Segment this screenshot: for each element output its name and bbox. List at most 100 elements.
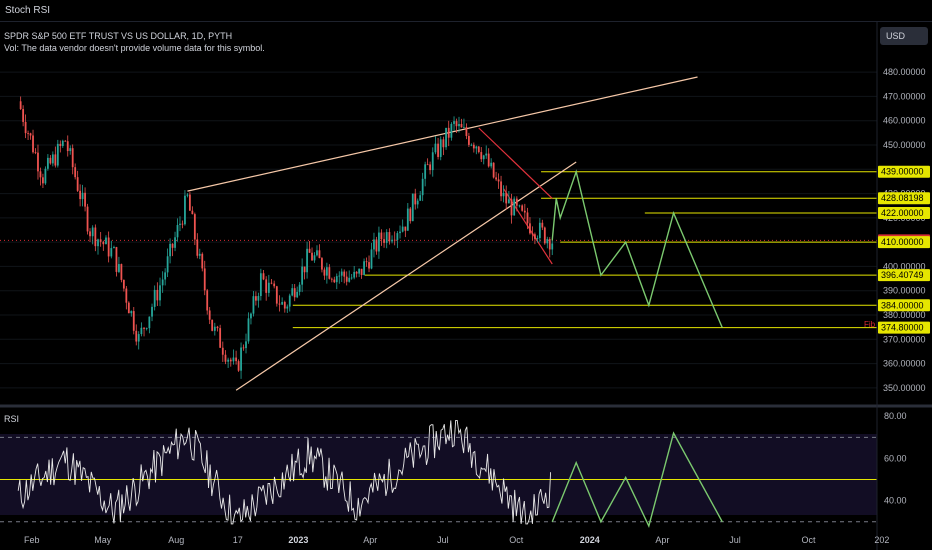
- candle-body: [497, 179, 500, 182]
- candle-body: [531, 233, 534, 235]
- volume-note: Vol: The data vendor doesn't provide vol…: [4, 43, 265, 53]
- candle-body: [546, 239, 549, 244]
- candle-body: [323, 269, 326, 276]
- currency-button[interactable]: USD: [880, 27, 928, 45]
- price-level-tag: [878, 207, 930, 219]
- time-tick-label: 17: [233, 535, 243, 545]
- candle-body: [485, 153, 488, 156]
- candle-body: [179, 223, 181, 226]
- candle-body: [186, 194, 189, 196]
- candle-body: [137, 334, 140, 342]
- candle-body: [39, 171, 42, 178]
- candle-body: [445, 127, 447, 148]
- candle-body: [145, 328, 148, 329]
- candle-body: [259, 273, 262, 297]
- candle-body: [521, 205, 524, 211]
- candle-body: [313, 255, 316, 261]
- candle-body: [380, 232, 383, 240]
- candle-body: [27, 133, 29, 134]
- candle-body: [510, 199, 513, 216]
- candle-body: [487, 153, 490, 167]
- candle-body: [293, 288, 296, 298]
- price-level-tag: [878, 269, 930, 282]
- candle-body: [171, 243, 174, 248]
- candle-body: [465, 127, 468, 136]
- chart-grid: [0, 71, 877, 389]
- candle-body: [348, 277, 351, 282]
- rsi-tick-label: 60.00: [884, 453, 907, 463]
- candle-body: [301, 266, 304, 285]
- candle-body: [513, 198, 516, 216]
- candle-body: [86, 206, 89, 232]
- candle-body: [156, 289, 159, 301]
- candle-body: [321, 258, 323, 270]
- price-projection-line: [551, 169, 723, 328]
- candle-body: [492, 162, 495, 178]
- price-level-tag: [878, 321, 930, 334]
- candle-body: [211, 319, 214, 331]
- price-tick-label: 450.00000: [883, 140, 926, 150]
- price-tick-label: 480.00000: [883, 67, 926, 77]
- candle-body: [242, 347, 245, 349]
- candle-body: [169, 243, 171, 257]
- candle-body: [102, 241, 105, 245]
- symbol-line[interactable]: SPDR S&P 500 ETF TRUST VS US DOLLAR, 1D,…: [4, 31, 233, 41]
- candle-body: [181, 223, 184, 225]
- candle-body: [153, 289, 156, 307]
- candle-body: [414, 193, 417, 205]
- candle-body: [196, 239, 199, 256]
- candle-body: [353, 271, 356, 278]
- candle-body: [502, 192, 505, 197]
- candle-body: [431, 152, 434, 171]
- candle-body: [291, 288, 294, 296]
- candle-body: [42, 177, 44, 184]
- time-axis[interactable]: Feb May Aug 17 2023 Apr Jul Oct 2024 Apr Jul Oct 202: [24, 535, 889, 545]
- candle-body: [467, 135, 470, 145]
- chart-legend: SPDR S&P 500 ETF TRUST VS US DOLLAR, 1D,…: [4, 30, 265, 54]
- candle-body: [490, 162, 493, 167]
- rsi-tick-label: 40.00: [884, 496, 907, 506]
- candle-body: [393, 239, 396, 241]
- candle-body: [213, 326, 216, 331]
- candle-body: [81, 192, 84, 200]
- candle-body: [375, 239, 378, 252]
- price-tick-label: 390.00000: [883, 286, 926, 296]
- candle-body: [22, 109, 25, 122]
- price-level-tag-label: 422.00000: [881, 208, 924, 218]
- time-tick-label: Jul: [729, 535, 741, 545]
- candle-body: [333, 279, 336, 283]
- candle-body: [482, 155, 485, 160]
- candle-body: [132, 311, 135, 331]
- top-bar: Stoch RSI: [0, 0, 932, 22]
- price-axis[interactable]: 480.00000470.00000460.00000450.00000440.…: [883, 67, 926, 393]
- rsi-axis[interactable]: 80.00 60.00 40.00: [884, 411, 907, 505]
- candle-body: [363, 261, 365, 276]
- candle-body: [480, 152, 483, 160]
- candle-body: [140, 327, 143, 335]
- fib-tag: Fib: [864, 320, 876, 329]
- candle-body: [505, 192, 508, 204]
- price-tick-label: 370.00000: [883, 334, 926, 344]
- candle-body: [378, 232, 380, 252]
- candle-body: [44, 168, 47, 184]
- candle-body: [250, 313, 252, 319]
- candle-body: [437, 143, 439, 157]
- candle-body: [19, 101, 22, 110]
- candle-body: [543, 227, 546, 244]
- candle-body: [203, 268, 206, 291]
- candle-body: [201, 253, 204, 269]
- candle-body: [89, 231, 91, 237]
- candle-body: [237, 361, 240, 371]
- candle-body: [273, 283, 276, 287]
- candle-body: [507, 199, 510, 204]
- candle-body: [373, 239, 375, 250]
- candle-body: [358, 268, 361, 274]
- candle-body: [115, 247, 118, 272]
- price-level-tag-label: 410.00000: [881, 237, 924, 247]
- time-tick-label: Apr: [363, 535, 377, 545]
- candle-body: [475, 146, 478, 149]
- candle-body: [107, 237, 110, 257]
- candle-body: [64, 140, 67, 142]
- candle-body: [255, 296, 257, 301]
